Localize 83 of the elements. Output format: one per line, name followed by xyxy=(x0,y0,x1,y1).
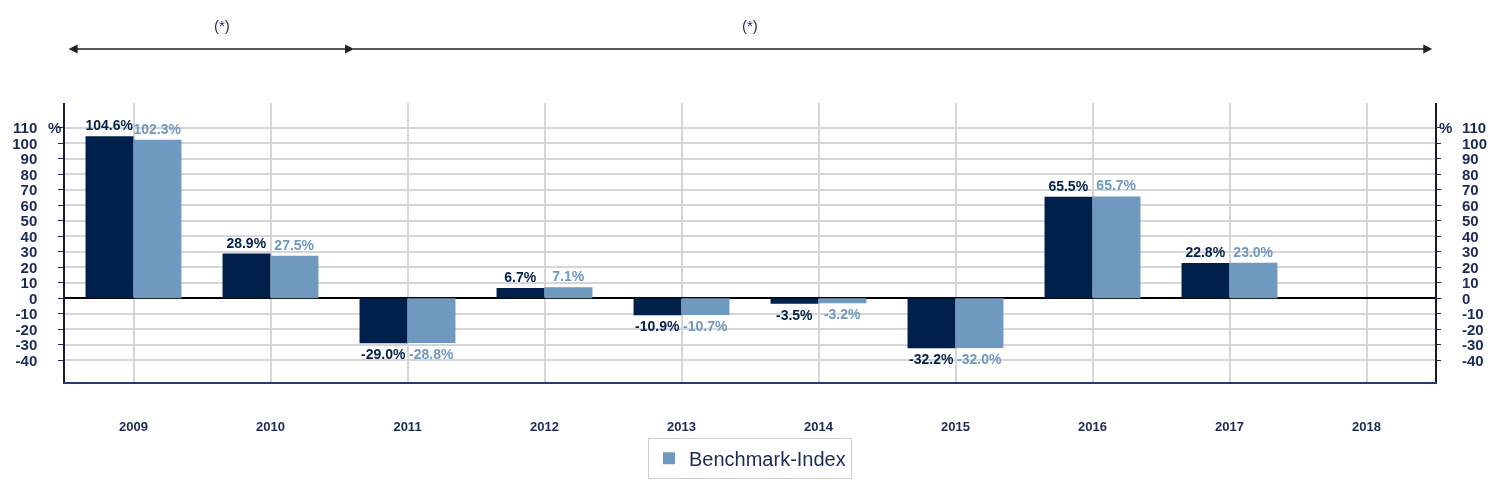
data-label: 65.5% xyxy=(1048,177,1089,194)
data-label: -3.5% xyxy=(775,306,814,323)
x-tick-label: 2016 xyxy=(1078,419,1107,435)
y2-tick-label: -20 xyxy=(1462,320,1484,338)
legend-label: Benchmark-Index xyxy=(689,448,846,471)
bar xyxy=(1044,196,1093,299)
bar xyxy=(133,139,182,299)
bar xyxy=(1229,262,1278,299)
x-tick-label: 2015 xyxy=(941,419,970,435)
y-tick-label: 20 xyxy=(20,258,38,276)
x-tick-label: 2010 xyxy=(256,419,285,435)
y2-tick-label: 30 xyxy=(1462,243,1479,261)
y-axis-title: % xyxy=(48,119,62,136)
x-tick-label: 2009 xyxy=(119,419,148,435)
x-tick-label: 2011 xyxy=(393,419,422,435)
y2-tick-label: 50 xyxy=(1462,212,1479,230)
bar xyxy=(496,287,545,299)
y-tick-label: -30 xyxy=(15,336,38,354)
bar xyxy=(1181,262,1230,299)
x-tick-label: 2012 xyxy=(530,419,559,435)
y2-tick-label: -40 xyxy=(1462,351,1484,369)
data-label: -28.8% xyxy=(409,345,454,362)
bar xyxy=(681,298,730,315)
y2-tick-label: 100 xyxy=(1462,134,1488,152)
y-tick-label: 50 xyxy=(20,212,38,230)
bar xyxy=(955,298,1004,348)
x-tick-label: 2014 xyxy=(804,419,834,435)
y2-tick-label: -10 xyxy=(1462,305,1484,323)
y-tick-label: 10 xyxy=(20,274,38,292)
y2-tick-label: 90 xyxy=(1462,150,1479,168)
data-label: 27.5% xyxy=(274,236,315,253)
y-tick-label: 90 xyxy=(20,150,38,168)
y-tick-label: 40 xyxy=(20,227,38,245)
bar xyxy=(1092,196,1141,299)
data-label: 65.7% xyxy=(1096,177,1137,194)
y2-axis-title: % xyxy=(1439,119,1453,136)
data-label: -32.0% xyxy=(957,350,1002,367)
y-tick-label: 100 xyxy=(12,134,38,152)
bar xyxy=(633,298,682,316)
y2-tick-label: 80 xyxy=(1462,165,1479,183)
bar xyxy=(85,136,134,299)
y2-tick-label: 110 xyxy=(1462,119,1487,137)
bar xyxy=(407,298,456,343)
x-tick-label: 2017 xyxy=(1215,419,1244,435)
x-tick-label: 2013 xyxy=(667,419,696,435)
y2-tick-label: 60 xyxy=(1462,196,1479,214)
data-label: -10.9% xyxy=(635,318,680,335)
data-label: 102.3% xyxy=(133,120,182,137)
bar xyxy=(907,298,956,349)
data-label: -10.7% xyxy=(683,317,728,334)
x-tick-label: 2018 xyxy=(1352,419,1381,435)
y-tick-label: 110 xyxy=(13,119,38,137)
data-label: 22.8% xyxy=(1185,243,1226,260)
data-label: 6.7% xyxy=(504,268,537,285)
y-tick-label: 70 xyxy=(20,181,38,199)
bar xyxy=(222,253,271,299)
data-label: 23.0% xyxy=(1233,243,1274,260)
y2-tick-label: 70 xyxy=(1462,181,1479,199)
data-label: 28.9% xyxy=(226,234,267,251)
text: (*) xyxy=(214,17,230,34)
data-label: -32.2% xyxy=(909,351,954,368)
y-tick-label: 0 xyxy=(28,289,38,307)
data-label: -3.2% xyxy=(823,306,862,323)
data-label: 104.6% xyxy=(85,117,134,134)
data-label: 7.1% xyxy=(552,268,585,285)
y2-tick-label: 40 xyxy=(1462,227,1479,245)
bar xyxy=(818,298,867,304)
y2-tick-label: 20 xyxy=(1462,258,1479,276)
y2-tick-label: -30 xyxy=(1462,336,1484,354)
bar xyxy=(359,298,408,344)
y2-tick-label: 10 xyxy=(1462,274,1479,292)
y-tick-label: -10 xyxy=(15,305,38,323)
data-label: -29.0% xyxy=(361,346,406,363)
bar xyxy=(544,287,593,299)
bar xyxy=(270,255,319,299)
y-tick-label: 60 xyxy=(20,196,38,214)
text: (*) xyxy=(742,17,758,34)
y-tick-label: 30 xyxy=(20,243,38,261)
bar xyxy=(770,298,819,304)
y-tick-label: 80 xyxy=(20,165,38,183)
y-tick-label: -40 xyxy=(15,351,38,369)
y-tick-label: -20 xyxy=(15,320,38,338)
y2-tick-label: 0 xyxy=(1462,289,1471,307)
